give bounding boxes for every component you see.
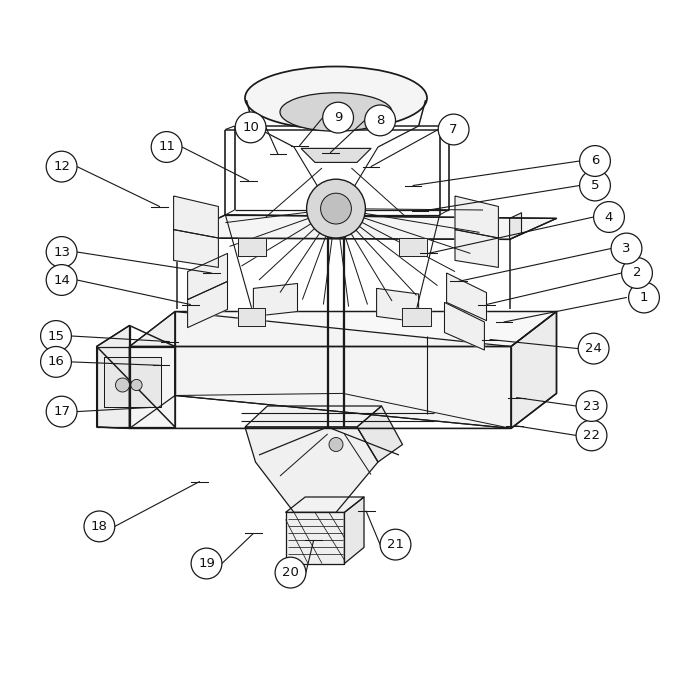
Circle shape [321,193,351,224]
Text: 11: 11 [158,141,175,153]
Circle shape [235,112,266,143]
Polygon shape [344,497,364,564]
Circle shape [576,420,607,451]
Text: 19: 19 [198,557,215,570]
Ellipse shape [280,92,392,132]
Circle shape [438,114,469,145]
Circle shape [594,202,624,232]
Polygon shape [357,406,402,462]
Text: 24: 24 [585,342,602,355]
Text: 4: 4 [605,211,613,223]
Polygon shape [286,512,344,564]
Circle shape [46,396,77,427]
Text: 9: 9 [334,111,342,124]
Text: 14: 14 [53,274,70,286]
Text: 15: 15 [48,330,64,342]
Circle shape [329,438,343,452]
Text: 22: 22 [583,429,600,442]
Circle shape [622,258,652,288]
Polygon shape [238,238,266,256]
Polygon shape [188,253,228,300]
Text: 18: 18 [91,520,108,533]
Polygon shape [104,357,161,407]
Polygon shape [97,346,175,427]
Polygon shape [511,312,556,428]
Polygon shape [130,312,556,346]
Polygon shape [447,273,486,321]
Circle shape [576,391,607,421]
Polygon shape [455,196,498,238]
Circle shape [275,557,306,588]
Circle shape [580,170,610,201]
Text: 6: 6 [591,155,599,167]
Circle shape [131,379,142,391]
Text: 12: 12 [53,160,70,173]
Text: 20: 20 [282,566,299,579]
Polygon shape [97,326,130,428]
Text: 8: 8 [376,114,384,127]
Text: 17: 17 [53,405,70,418]
Circle shape [611,233,642,264]
Circle shape [41,321,71,351]
Circle shape [365,105,395,136]
Circle shape [151,132,182,162]
Circle shape [46,237,77,267]
Polygon shape [238,308,265,326]
Circle shape [41,346,71,377]
Polygon shape [245,406,382,427]
Text: 13: 13 [53,246,70,258]
Text: 23: 23 [583,400,600,412]
Circle shape [191,548,222,579]
Circle shape [629,282,659,313]
Circle shape [323,102,354,133]
Circle shape [580,146,610,176]
Polygon shape [377,288,419,322]
Circle shape [578,333,609,364]
Polygon shape [174,230,218,267]
Circle shape [46,265,77,295]
Polygon shape [175,312,511,428]
Text: 21: 21 [387,538,404,551]
Text: 3: 3 [622,242,631,255]
Polygon shape [188,281,228,328]
Polygon shape [245,427,378,512]
Text: 5: 5 [591,179,599,192]
Circle shape [380,529,411,560]
Polygon shape [444,302,484,350]
Circle shape [84,511,115,542]
Ellipse shape [245,66,427,130]
Polygon shape [301,148,371,162]
Polygon shape [253,284,298,316]
Polygon shape [399,238,427,256]
Circle shape [46,151,77,182]
Polygon shape [130,312,175,428]
Text: 16: 16 [48,356,64,368]
Text: 1: 1 [640,291,648,304]
Polygon shape [402,308,430,326]
Text: 2: 2 [633,267,641,279]
Polygon shape [177,215,556,239]
Polygon shape [286,497,364,512]
Polygon shape [177,210,189,238]
Text: 7: 7 [449,123,458,136]
Polygon shape [174,196,218,238]
Polygon shape [510,213,522,239]
Text: 10: 10 [242,121,259,134]
Circle shape [307,179,365,238]
Polygon shape [455,230,498,267]
Circle shape [116,378,130,392]
